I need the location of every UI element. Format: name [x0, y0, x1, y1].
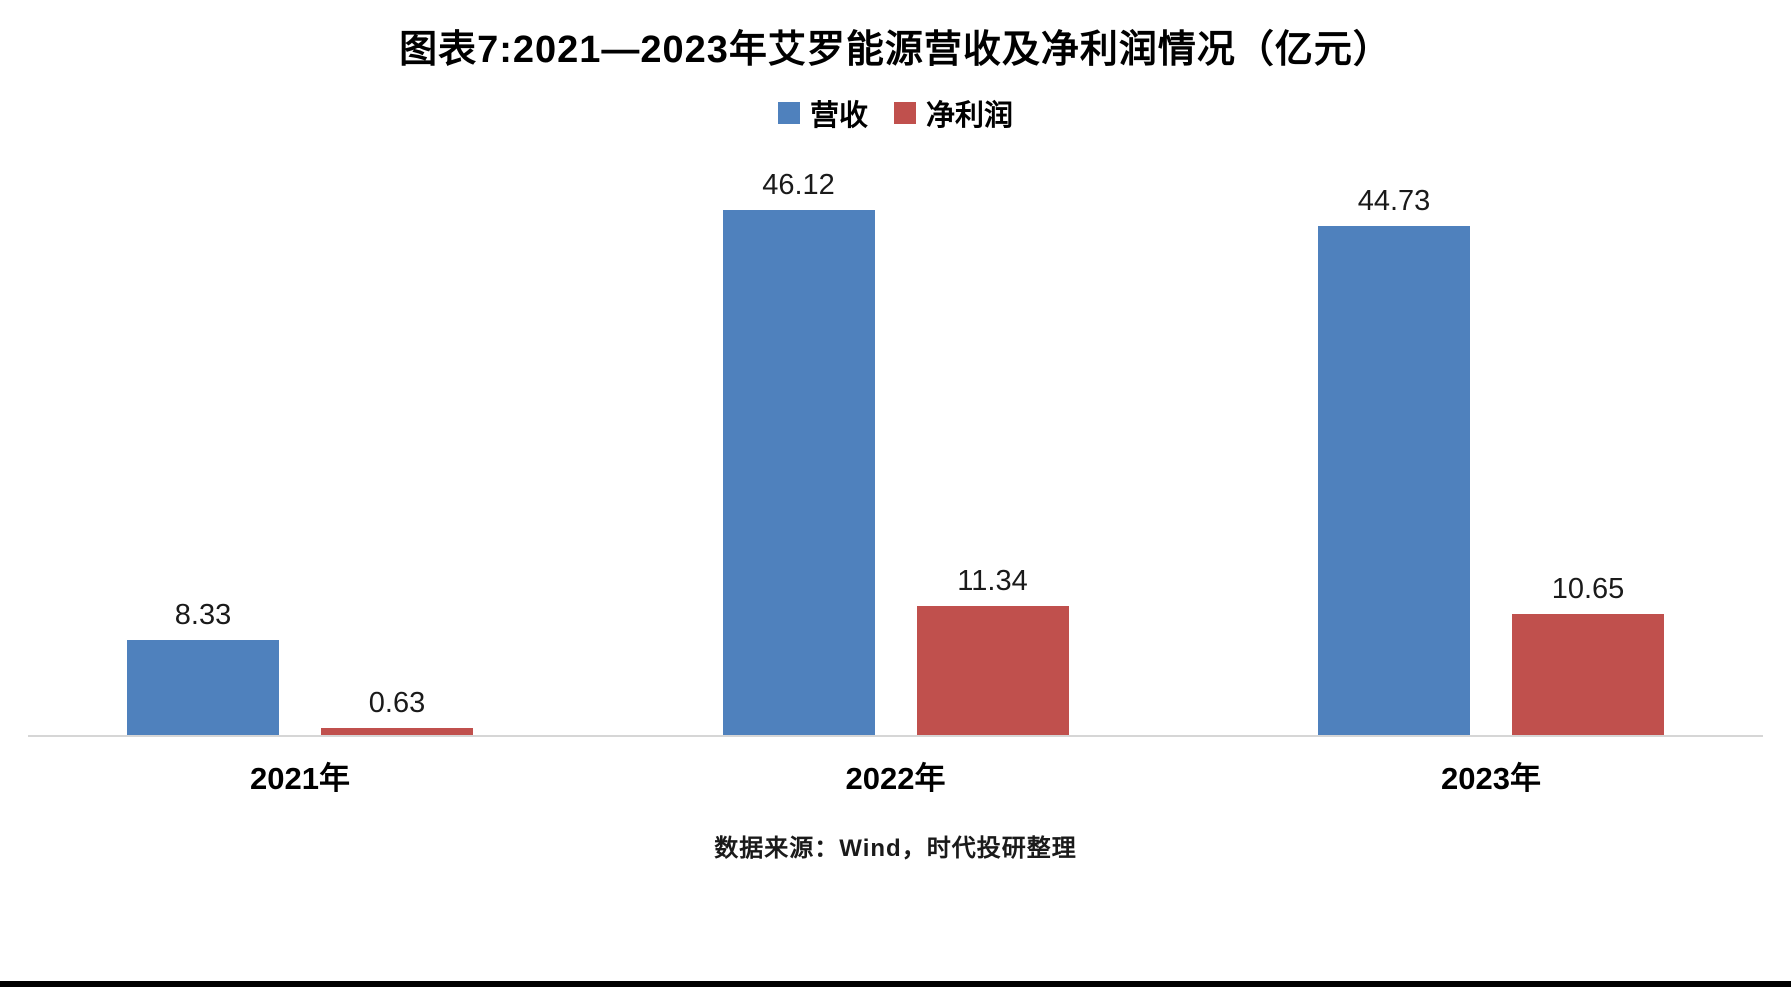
category-axis: 2021年 2022年 2023年: [28, 753, 1763, 798]
bar-value-label: 10.65: [1551, 573, 1625, 605]
bar-1-0: [321, 728, 473, 735]
bar-group-2: 44.73 10.65: [1311, 185, 1671, 735]
chart-legend: 营收 净利润: [0, 92, 1791, 134]
bar-column: 11.34: [916, 565, 1069, 735]
bar-column: 10.65: [1512, 573, 1664, 735]
legend-item-1: 净利润: [894, 92, 1013, 134]
bar-column: 44.73: [1318, 185, 1470, 735]
bar-value-label: 11.34: [957, 565, 1028, 597]
category-label-2: 2023年: [1441, 761, 1541, 796]
bar-group-1: 46.12 11.34: [716, 169, 1076, 735]
bar-group-0: 8.33 0.63: [120, 599, 480, 735]
bar-1-2: [1512, 614, 1664, 735]
legend-label: 营收: [809, 100, 868, 132]
legend-swatch-icon: [894, 102, 916, 124]
bar-column: 8.33: [127, 599, 279, 735]
bar-0-2: [1318, 226, 1470, 735]
bar-column: 46.12: [722, 169, 875, 735]
bar-value-label: 0.63: [368, 687, 426, 719]
bar-column: 0.63: [321, 687, 473, 735]
bar-value-label: 8.33: [174, 599, 232, 631]
bar-value-label: 46.12: [762, 169, 835, 201]
category-label-1: 2022年: [845, 761, 946, 796]
chart-title: 图表7:2021—2023年艾罗能源营收及净利润情况（亿元）: [399, 29, 1392, 71]
plot-area: 8.33 0.63 46.12 11.34 44.73 10.65: [28, 168, 1763, 737]
bar-value-label: 44.73: [1357, 185, 1431, 217]
bar-0-1: [722, 210, 875, 735]
bar-1-1: [916, 606, 1069, 735]
legend-label: 净利润: [926, 100, 1014, 132]
legend-swatch-icon: [777, 102, 800, 124]
legend-item-0: 营收: [777, 92, 868, 134]
category-label-0: 2021年: [250, 761, 350, 796]
chart-body: 8.33 0.63 46.12 11.34 44.73 10.65 2021年 2022年 2…: [28, 168, 1763, 798]
data-source-note: 数据来源：Wind，时代投研整理: [714, 835, 1077, 862]
bar-0-0: [127, 640, 279, 735]
